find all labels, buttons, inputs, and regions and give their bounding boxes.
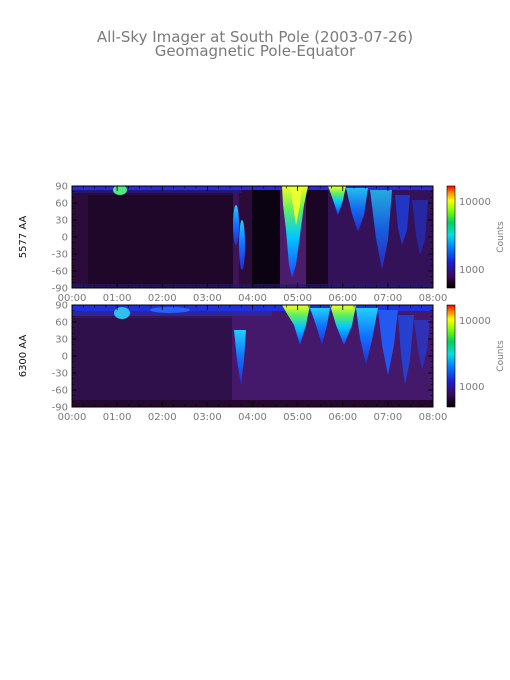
colorbar-tick-1000: 1000 <box>459 382 484 393</box>
x-tick-label: 01:00 <box>103 412 132 423</box>
x-tick-label: 07:00 <box>373 412 402 423</box>
x-tick-label: 06:00 <box>328 412 357 423</box>
x-tick-label: 06:00 <box>328 293 357 304</box>
heatmap-6300 <box>72 305 433 407</box>
colorbar-label: Counts <box>496 340 506 372</box>
y-tick-label: -30 <box>52 250 68 261</box>
x-tick-label: 00:00 <box>58 293 87 304</box>
chart-subtitle: Geomagnetic Pole-Equator <box>155 42 356 60</box>
x-tick-label: 01:00 <box>103 293 132 304</box>
x-tick-label: 07:00 <box>373 293 402 304</box>
y-tick-label: 30 <box>55 335 68 346</box>
colorbar <box>446 185 456 289</box>
y-tick-label: -60 <box>52 386 68 397</box>
x-tick-label: 04:00 <box>238 293 267 304</box>
y-axis-label: 6300 AA <box>18 335 29 378</box>
y-tick-label: 0 <box>62 233 68 244</box>
heatmap-5577 <box>72 186 433 288</box>
colorbar <box>446 304 456 408</box>
chart-title: All-Sky Imager at South Pole (2003-07-26… <box>97 28 413 46</box>
y-tick-label: 90 <box>55 182 68 193</box>
y-tick-label: -30 <box>52 369 68 380</box>
x-tick-label: 03:00 <box>193 412 222 423</box>
y-tick-label: 90 <box>55 301 68 312</box>
x-tick-label: 04:00 <box>238 412 267 423</box>
x-tick-label: 08:00 <box>419 412 448 423</box>
x-tick-label: 03:00 <box>193 293 222 304</box>
x-tick-label: 08:00 <box>419 293 448 304</box>
colorbar-tick-10000: 10000 <box>459 316 491 327</box>
y-tick-label: 30 <box>55 216 68 227</box>
x-tick-label: 02:00 <box>148 412 177 423</box>
y-tick-label: -60 <box>52 267 68 278</box>
y-tick-label: -90 <box>52 284 68 295</box>
y-tick-label: 0 <box>62 352 68 363</box>
x-tick-label: 00:00 <box>58 412 87 423</box>
colorbar-label: Counts <box>496 221 506 253</box>
y-axis-label: 5577 AA <box>18 216 29 259</box>
colorbar-tick-1000: 1000 <box>459 265 484 276</box>
x-tick-label: 02:00 <box>148 293 177 304</box>
y-tick-label: -90 <box>52 403 68 414</box>
colorbar-tick-10000: 10000 <box>459 197 491 208</box>
x-tick-label: 05:00 <box>283 412 312 423</box>
y-tick-label: 60 <box>55 318 68 329</box>
y-tick-label: 60 <box>55 199 68 210</box>
x-tick-label: 05:00 <box>283 293 312 304</box>
